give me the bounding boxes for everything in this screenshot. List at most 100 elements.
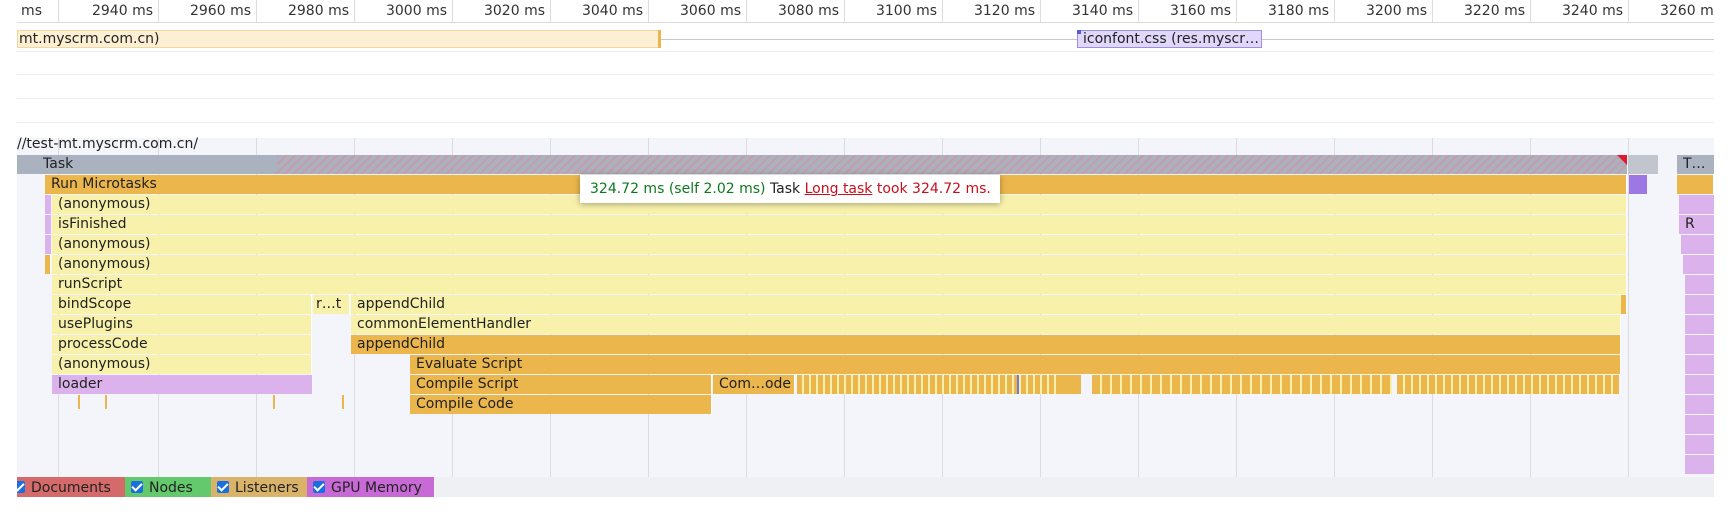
grid-line xyxy=(1628,0,1629,477)
network-track: mt.myscrm.com.cn) iconfont.css (res.mysc… xyxy=(17,23,1714,138)
compile-marker xyxy=(1017,375,1019,394)
event-bar[interactable] xyxy=(1677,175,1714,194)
network-wait-line xyxy=(661,39,1081,40)
event-bar xyxy=(45,235,51,254)
long-task-link[interactable]: Long task xyxy=(804,181,873,197)
tick-label: 0 ms xyxy=(17,3,42,19)
checkbox-icon xyxy=(131,481,143,493)
tick-label: 3220 ms xyxy=(1463,3,1525,19)
event-bar xyxy=(1685,395,1714,414)
tick-label: 3100 ms xyxy=(875,3,937,19)
documents-label: Documents xyxy=(31,480,111,496)
event-bar xyxy=(1685,375,1714,394)
network-request-bar[interactable] xyxy=(1077,30,1262,48)
append-child-bar[interactable]: appendChild xyxy=(351,335,1621,354)
network-request-label: mt.myscrm.com.cn) xyxy=(19,31,160,47)
process-code-bar[interactable]: processCode xyxy=(52,335,312,354)
tick-label: 3260 ms xyxy=(1659,3,1714,19)
loader-bar[interactable]: loader xyxy=(52,375,312,394)
row-divider xyxy=(17,74,1714,75)
tick-label: 3020 ms xyxy=(483,3,545,19)
memory-counters-bar: Documents Nodes Listeners GPU Memory xyxy=(17,477,1714,497)
documents-checkbox[interactable]: Documents xyxy=(17,477,125,497)
event-bar xyxy=(1685,435,1714,454)
task-bar[interactable] xyxy=(1628,155,1658,174)
event-bar xyxy=(1685,415,1714,434)
performance-panel: 0 ms 2940 ms 2960 ms 2980 ms 3000 ms 302… xyxy=(17,0,1714,497)
compile-stripes xyxy=(1057,375,1081,394)
bind-scope-bar[interactable]: bindScope xyxy=(52,295,312,314)
timeline-ruler[interactable]: 0 ms 2940 ms 2960 ms 2980 ms 3000 ms 302… xyxy=(17,0,1714,23)
rt-bar[interactable]: r…t xyxy=(313,295,350,314)
listeners-checkbox[interactable]: Listeners xyxy=(211,477,307,497)
tick-label: 3160 ms xyxy=(1169,3,1231,19)
listeners-label: Listeners xyxy=(235,480,299,496)
flame-chart[interactable]: Task T… Run Microtasks (anonymous) isFin… xyxy=(17,155,1714,477)
event-bar xyxy=(1685,275,1714,294)
tick-label: 3040 ms xyxy=(581,3,643,19)
event-bar[interactable] xyxy=(1629,175,1647,194)
anonymous-bar[interactable]: (anonymous) xyxy=(52,235,1627,254)
tick-label: 3200 ms xyxy=(1365,3,1427,19)
event-bar xyxy=(1685,455,1714,474)
task-bar[interactable]: T… xyxy=(1677,155,1714,174)
is-finished-bar[interactable]: isFinished xyxy=(52,215,1627,234)
event-bar xyxy=(45,255,51,274)
event-sliver xyxy=(78,395,80,409)
tooltip-duration: 324.72 ms (self 2.02 ms) xyxy=(590,181,766,197)
anonymous-bar[interactable]: (anonymous) xyxy=(52,355,312,374)
task-bar[interactable]: Task xyxy=(37,155,277,174)
use-plugins-bar[interactable]: usePlugins xyxy=(52,315,312,334)
event-bar xyxy=(45,195,51,214)
evaluate-script-bar[interactable]: Evaluate Script xyxy=(410,355,1621,374)
gpu-memory-checkbox[interactable]: GPU Memory xyxy=(307,477,434,497)
event-sliver xyxy=(273,395,275,409)
event-bar[interactable]: R xyxy=(1679,215,1714,234)
event-bar xyxy=(1681,235,1714,254)
event-sliver xyxy=(342,395,344,409)
common-element-handler-bar[interactable]: commonElementHandler xyxy=(351,315,1621,334)
tooltip-message: took 324.72 ms. xyxy=(876,181,991,197)
tick-label: 2980 ms xyxy=(287,3,349,19)
event-bar xyxy=(1685,355,1714,374)
event-bar xyxy=(45,215,51,234)
row-divider xyxy=(17,98,1714,99)
network-wait-line xyxy=(1259,39,1714,40)
nodes-checkbox[interactable]: Nodes xyxy=(125,477,211,497)
tick-label: 3180 ms xyxy=(1267,3,1329,19)
gpu-memory-label: GPU Memory xyxy=(331,480,422,496)
tick-label: 3000 ms xyxy=(385,3,447,19)
row-divider xyxy=(17,51,1714,52)
anonymous-bar[interactable]: (anonymous) xyxy=(52,255,1627,274)
event-bar xyxy=(1685,295,1714,314)
row-divider xyxy=(17,122,1714,123)
compile-code-bar[interactable]: Compile Code xyxy=(410,395,712,414)
event-bar xyxy=(1685,315,1714,334)
tick-label: 3240 ms xyxy=(1561,3,1623,19)
tick-label: 3120 ms xyxy=(973,3,1035,19)
task-tooltip: 324.72 ms (self 2.02 ms) Task Long task … xyxy=(580,175,1000,203)
compile-stripes xyxy=(797,375,1057,394)
append-child-bar[interactable]: appendChild xyxy=(351,295,1627,314)
tooltip-name: Task xyxy=(769,181,801,197)
network-request-bar-end xyxy=(658,30,661,48)
network-request-label: iconfont.css (res.myscr… xyxy=(1083,31,1260,47)
event-bar xyxy=(1621,295,1627,314)
network-request-marker xyxy=(1077,30,1081,34)
run-script-bar[interactable]: runScript xyxy=(52,275,1627,294)
compile-stripes xyxy=(1092,375,1392,394)
tick-label: 3060 ms xyxy=(679,3,741,19)
long-task-hatch xyxy=(277,155,1627,174)
main-thread-label[interactable]: //test-mt.myscrm.com.cn/ xyxy=(17,136,199,152)
checkbox-icon xyxy=(313,481,325,493)
event-bar xyxy=(1679,195,1714,214)
nodes-label: Nodes xyxy=(149,480,193,496)
event-bar xyxy=(1685,335,1714,354)
compile-stripes xyxy=(1397,375,1619,394)
compile-script-bar[interactable]: Compile Script xyxy=(410,375,712,394)
tick-label: 2940 ms xyxy=(91,3,153,19)
tick-label: 3080 ms xyxy=(777,3,839,19)
event-sliver xyxy=(105,395,107,409)
anonymous-bar[interactable]: (anonymous) xyxy=(52,195,1627,214)
compile-code-bar[interactable]: Com…ode xyxy=(713,375,795,394)
